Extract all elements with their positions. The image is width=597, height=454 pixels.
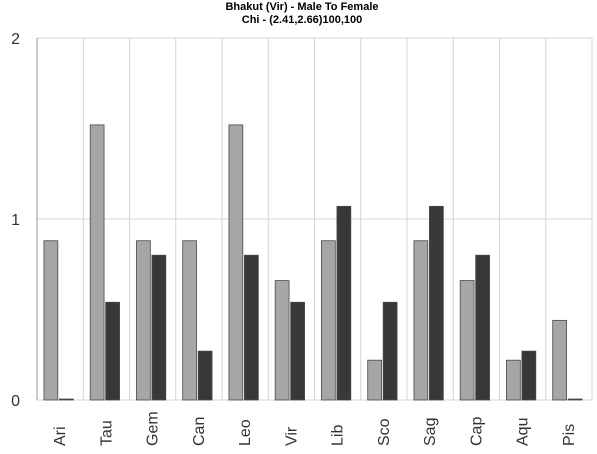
bar-series-2-vir bbox=[290, 301, 305, 401]
x-tick-label-leo: Leo bbox=[237, 419, 254, 446]
x-tick-label-gem: Gem bbox=[145, 411, 162, 446]
x-tick-label-cap: Cap bbox=[468, 417, 485, 446]
y-tick-label: 1 bbox=[11, 212, 20, 229]
x-tick-label-sco: Sco bbox=[376, 418, 393, 446]
bar-series-1-vir bbox=[274, 280, 290, 401]
grid-layer bbox=[36, 37, 593, 401]
bar-series-1-tau bbox=[89, 124, 105, 401]
bar-series-2-sco bbox=[382, 301, 398, 401]
bar-series-2-can bbox=[197, 350, 213, 401]
bar-series-2-aqu bbox=[521, 350, 537, 401]
bar-series-1-can bbox=[182, 240, 197, 401]
bar-series-1-leo bbox=[228, 124, 244, 401]
bar-series-2-sag bbox=[429, 205, 444, 401]
y-tick-label: 2 bbox=[11, 31, 20, 48]
bar-series-1-cap bbox=[459, 280, 475, 401]
bar-series-2-lib bbox=[336, 205, 352, 401]
x-tick-label-pis: Pis bbox=[561, 424, 578, 446]
chart-subtitle: Chi - (2.41,2.66)100,100 bbox=[242, 14, 362, 26]
bar-series-2-gem bbox=[151, 254, 167, 401]
x-tick-label-vir: Vir bbox=[283, 426, 300, 446]
bar-series-2-ari bbox=[59, 398, 74, 401]
bar-series-1-pis bbox=[552, 319, 567, 401]
bar-series-1-sco bbox=[367, 359, 382, 401]
bar-series-2-leo bbox=[244, 254, 259, 401]
bar-series-2-cap bbox=[475, 254, 490, 401]
bar-series-1-lib bbox=[321, 240, 336, 401]
bar-layer bbox=[43, 124, 583, 401]
bar-series-1-sag bbox=[413, 240, 429, 401]
bar-series-2-pis bbox=[567, 398, 583, 401]
x-tick-label-tau: Tau bbox=[98, 420, 115, 446]
bar-series-1-ari bbox=[43, 240, 59, 401]
x-tick-label-sag: Sag bbox=[422, 418, 439, 446]
x-tick-label-ari: Ari bbox=[52, 426, 69, 446]
x-tick-label-can: Can bbox=[191, 417, 208, 446]
chart-title: Bhakut (Vir) - Male To Female bbox=[225, 1, 378, 13]
axis-layer: 0 1 2 Ari Tau Gem Can Leo Vir Lib Sco Sag Cap Aqu Pis bbox=[11, 31, 578, 446]
y-tick-label: 0 bbox=[11, 393, 20, 410]
bar-series-2-tau bbox=[105, 301, 120, 401]
bar-series-1-aqu bbox=[506, 359, 521, 401]
x-tick-label-aqu: Aqu bbox=[515, 418, 532, 446]
x-tick-label-lib: Lib bbox=[330, 425, 347, 446]
bar-series-1-gem bbox=[136, 240, 151, 401]
